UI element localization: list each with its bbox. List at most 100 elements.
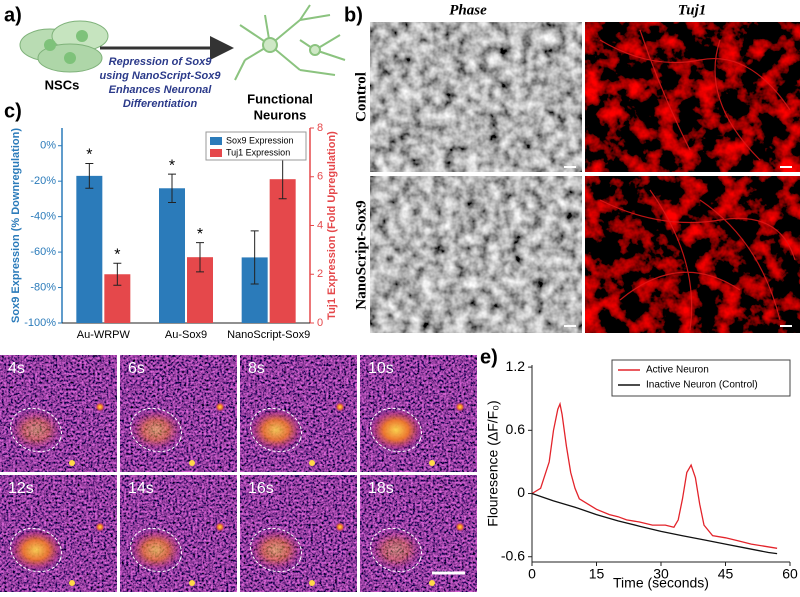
x-tick-label: 60 bbox=[782, 566, 798, 582]
column-label: Tuj1 bbox=[678, 2, 707, 18]
nsc-illustration bbox=[19, 20, 109, 73]
legend-label: Tuj1 Expression bbox=[226, 147, 290, 157]
panel-label: a) bbox=[4, 4, 22, 26]
bright-spot bbox=[335, 402, 345, 412]
significance: * bbox=[197, 226, 203, 243]
panel-label: e) bbox=[480, 346, 498, 368]
bright-spot bbox=[69, 580, 75, 586]
time-label: 4s bbox=[8, 360, 25, 377]
scale-bar bbox=[564, 166, 792, 327]
x-tick-label: Au-WRPW bbox=[77, 329, 131, 341]
cell-glow bbox=[8, 408, 64, 452]
time-label: 12s bbox=[8, 480, 34, 497]
x-tick-label: 30 bbox=[653, 566, 669, 582]
x-tick-label: 45 bbox=[718, 566, 734, 582]
bright-spot bbox=[95, 402, 105, 412]
x-axis-label: Time (seconds) bbox=[613, 575, 709, 591]
error-bar bbox=[196, 242, 204, 273]
row-label: NanoScript-Sox9 bbox=[353, 200, 369, 309]
legend-label: Sox9 Expression bbox=[226, 135, 294, 145]
bright-spot bbox=[189, 580, 195, 586]
bright-spot bbox=[215, 402, 225, 412]
arrow-text: Repression of Sox9 bbox=[109, 56, 213, 68]
roi bbox=[250, 527, 302, 573]
cell-glow bbox=[248, 408, 304, 452]
y-tick-label: -80% bbox=[30, 281, 56, 293]
error-bar bbox=[113, 262, 122, 286]
time-label: 8s bbox=[248, 360, 265, 377]
y-tick-label: -20% bbox=[30, 175, 56, 187]
chart-c: -100% -80% -60% -40% -20% 0% 0 2 4 6 8 Sox9 Express… bbox=[10, 122, 338, 341]
bright-spot bbox=[335, 522, 345, 532]
y2-tick-label: 6 bbox=[317, 171, 323, 183]
arrow-text: Differentiation bbox=[123, 98, 198, 110]
error-bar bbox=[250, 230, 259, 285]
y2-axis-label: Tuj1 Expression (Fold Upregulation) bbox=[326, 131, 338, 320]
cell-glow bbox=[128, 408, 184, 452]
cell-glow bbox=[368, 408, 424, 452]
legend-label: Active Neuron bbox=[646, 365, 709, 376]
legend-box bbox=[611, 359, 791, 397]
bar bbox=[159, 188, 185, 323]
arrow-text: Enhances Neuronal bbox=[109, 84, 213, 96]
y-tick-label: 0.6 bbox=[506, 421, 526, 437]
y-axis-label: Flouresence (ΔF/F₀) bbox=[485, 400, 501, 526]
bright-spot bbox=[215, 522, 225, 532]
panel-label: c) bbox=[4, 100, 22, 122]
y-axis-label: Sox9 Expression (% Downregulation) bbox=[10, 128, 22, 323]
legend-box bbox=[205, 131, 307, 161]
y-tick-label: -100% bbox=[24, 317, 56, 329]
legend-label: Inactive Neuron (Control) bbox=[646, 380, 758, 391]
source-label: NSCs bbox=[45, 77, 80, 92]
bright-spot bbox=[309, 460, 315, 466]
bright-spot bbox=[69, 460, 75, 466]
column-label: Phase bbox=[449, 2, 487, 18]
roi bbox=[10, 527, 62, 573]
y-tick-label: 0% bbox=[40, 140, 56, 152]
bar bbox=[269, 179, 296, 323]
y-tick-label: 0 bbox=[517, 484, 525, 500]
phase-image bbox=[370, 176, 582, 333]
y-tick-label: -0.6 bbox=[501, 547, 525, 563]
significance: * bbox=[86, 147, 92, 164]
tuj1-image bbox=[585, 176, 800, 333]
roi bbox=[370, 407, 422, 453]
neuron-illustration bbox=[234, 4, 346, 81]
cell-glow bbox=[8, 528, 64, 572]
bright-spot bbox=[309, 580, 315, 586]
cell-glow bbox=[368, 528, 424, 572]
y2-tick-label: 8 bbox=[317, 122, 323, 134]
y-tick-label: -40% bbox=[30, 211, 56, 223]
x-tick-label: 0 bbox=[528, 566, 536, 582]
line-series bbox=[531, 401, 778, 549]
bright-spot bbox=[455, 522, 465, 532]
neurites bbox=[599, 29, 796, 331]
y2-tick-label: 4 bbox=[317, 219, 323, 231]
y-tick-label: -60% bbox=[30, 246, 56, 258]
time-label: 18s bbox=[368, 480, 394, 497]
roi bbox=[130, 527, 182, 573]
calcium-tiles: 4s 6s 8s 10s 12s 14s 16s 18s bbox=[0, 355, 477, 592]
x-tick-label: 15 bbox=[589, 566, 605, 582]
time-label: 6s bbox=[128, 360, 145, 377]
target-label: Functional bbox=[247, 91, 313, 106]
bright-spot bbox=[455, 402, 465, 412]
target-label: Neurons bbox=[254, 107, 307, 122]
significance: * bbox=[114, 247, 120, 264]
roi bbox=[10, 407, 62, 453]
y-tick-label: 1.2 bbox=[506, 358, 526, 374]
roi bbox=[370, 527, 422, 573]
x-tick-label: Au-Sox9 bbox=[165, 329, 207, 341]
line-series bbox=[531, 492, 778, 555]
y2-tick-label: 2 bbox=[317, 268, 323, 280]
error-bar bbox=[168, 173, 176, 203]
roi bbox=[250, 407, 302, 453]
cell-glow bbox=[128, 528, 184, 572]
bright-spot bbox=[95, 522, 105, 532]
legend-swatch bbox=[210, 149, 222, 157]
error-bar bbox=[85, 162, 94, 189]
bright-spot bbox=[189, 460, 195, 466]
bright-spot bbox=[429, 580, 435, 586]
